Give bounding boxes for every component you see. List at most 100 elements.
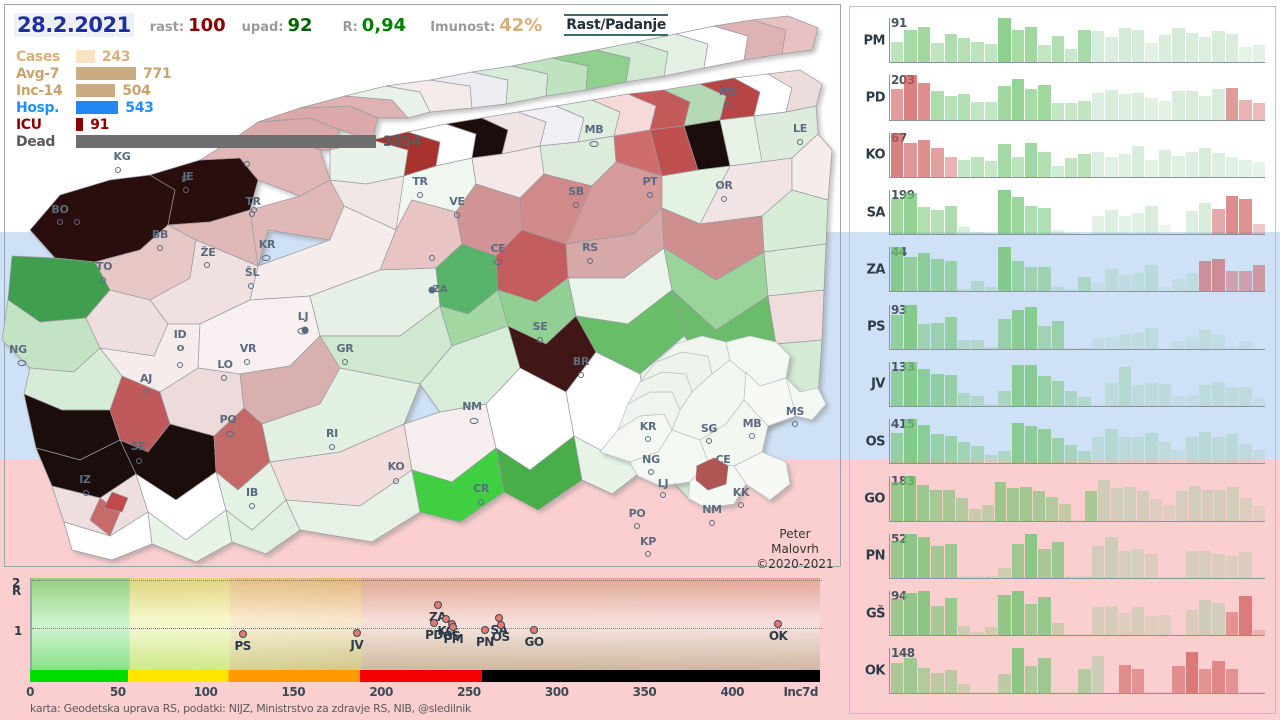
region-bar-plot bbox=[889, 476, 1266, 522]
region-bar bbox=[1225, 433, 1239, 464]
region-bar bbox=[917, 591, 931, 636]
region-bar bbox=[1098, 480, 1110, 521]
svg-text:BO: BO bbox=[51, 203, 68, 216]
region-bar bbox=[971, 692, 984, 693]
region-bar bbox=[1198, 432, 1212, 464]
regional-chart-row[interactable]: KO67 bbox=[853, 131, 1265, 178]
region-bar bbox=[1051, 166, 1065, 177]
scatter-panel: 2 R 1 PS JV ZA PD KO GŠ PM PN SA OS GO OK 0 50 100 150… bbox=[4, 570, 841, 716]
region-bar bbox=[904, 533, 917, 578]
region-bar bbox=[1118, 367, 1132, 407]
rast-label: rast: bbox=[149, 19, 185, 35]
regional-chart-row[interactable]: SA 199 bbox=[853, 188, 1265, 236]
regional-chart-row[interactable]: OK 148 bbox=[853, 646, 1265, 694]
scatter-point[interactable]: ZA bbox=[429, 601, 447, 624]
region-bar bbox=[1118, 275, 1132, 292]
region-bar bbox=[984, 346, 998, 349]
region-bar bbox=[1252, 224, 1265, 235]
scatter-point[interactable]: JV bbox=[350, 629, 364, 652]
region-bar bbox=[1225, 668, 1239, 693]
region-bar bbox=[1225, 346, 1239, 349]
region-bar bbox=[942, 490, 955, 521]
region-bar bbox=[1065, 444, 1078, 464]
region-bar bbox=[1059, 503, 1072, 521]
svg-text:ŠL: ŠL bbox=[245, 266, 260, 279]
region-bar bbox=[971, 446, 984, 464]
regional-chart-row[interactable]: GO183 bbox=[853, 474, 1266, 522]
region-bar bbox=[1132, 384, 1145, 407]
scatter-point[interactable]: GO bbox=[525, 625, 544, 649]
region-bar bbox=[957, 159, 971, 177]
region-bar bbox=[1145, 383, 1158, 407]
region-bar bbox=[1091, 93, 1105, 120]
scatter-point[interactable]: PN bbox=[476, 625, 494, 649]
region-bar bbox=[971, 281, 984, 292]
region-bar bbox=[1024, 426, 1038, 464]
region-bar bbox=[1132, 668, 1145, 693]
region-bar bbox=[998, 594, 1011, 636]
region-bar bbox=[1091, 607, 1105, 636]
region-bar bbox=[957, 683, 971, 693]
scatter-point[interactable]: OK bbox=[769, 620, 788, 643]
slovenia-choropleth-map[interactable]: KG JE TR BO BB ŽE KR TO ŠL LJ NG ID VR L… bbox=[0, 0, 845, 570]
regional-chart-row[interactable]: GŠ 94 bbox=[853, 589, 1265, 637]
region-bar bbox=[1078, 669, 1091, 693]
scatter-point[interactable]: OS bbox=[492, 621, 510, 644]
regional-chart-row[interactable]: PD 203 bbox=[853, 73, 1265, 121]
rast-padanje-toggle[interactable]: Rast/Padanje bbox=[564, 14, 669, 36]
region-bar bbox=[1185, 550, 1198, 578]
region-bar bbox=[984, 404, 998, 407]
scatter-point[interactable]: PS bbox=[234, 629, 251, 653]
x-axis-tick: 350 bbox=[632, 685, 657, 699]
region-bar bbox=[1253, 506, 1266, 521]
svg-text:NM: NM bbox=[702, 503, 722, 516]
regional-chart-row[interactable]: PS 93 bbox=[853, 303, 1265, 350]
svg-text:TO: TO bbox=[96, 260, 112, 273]
region-code-label: PD bbox=[865, 90, 886, 106]
regional-chart-row[interactable]: PN 52 bbox=[853, 532, 1265, 579]
regional-chart-row[interactable]: OS 415 bbox=[853, 417, 1265, 465]
region-bar bbox=[1033, 491, 1046, 521]
region-bar bbox=[1024, 27, 1038, 63]
svg-text:IB: IB bbox=[246, 486, 258, 499]
region-bar bbox=[1158, 101, 1172, 120]
region-bar bbox=[891, 598, 904, 636]
imunost-value: 42% bbox=[499, 14, 543, 36]
region-code-label: GŠ bbox=[865, 606, 886, 622]
regional-chart-row[interactable]: ZA44 bbox=[853, 245, 1265, 293]
region-bar bbox=[998, 189, 1011, 235]
scatter-point[interactable]: PD bbox=[425, 619, 443, 642]
region-bar bbox=[1038, 429, 1051, 464]
region-bar bbox=[957, 227, 971, 235]
region-bar bbox=[944, 157, 957, 177]
scatter-point-dot bbox=[774, 620, 783, 629]
stat-bar bbox=[76, 84, 116, 97]
region-bar bbox=[1024, 206, 1038, 235]
stat-name: Inc-14 bbox=[16, 82, 63, 99]
scatter-plot-area[interactable]: PS JV ZA PD KO GŠ PM PN SA OS GO OK bbox=[30, 578, 822, 670]
region-bar bbox=[1212, 209, 1225, 235]
stat-bar bbox=[76, 135, 376, 148]
region-bar bbox=[1118, 612, 1132, 636]
region-bar bbox=[1065, 289, 1078, 292]
region-bar bbox=[998, 85, 1011, 120]
regional-chart-row[interactable]: JV 133 bbox=[853, 360, 1265, 408]
svg-text:SG: SG bbox=[701, 422, 718, 435]
region-bar bbox=[1212, 259, 1225, 292]
svg-text:TR: TR bbox=[245, 195, 261, 208]
regional-chart-row[interactable]: PM 91 bbox=[853, 16, 1265, 64]
region-bar bbox=[1110, 487, 1123, 521]
region-bar bbox=[1105, 269, 1118, 292]
top-grid-line bbox=[32, 580, 822, 581]
region-bar bbox=[917, 424, 931, 464]
region-bar bbox=[1145, 327, 1158, 349]
scatter-point[interactable]: PM bbox=[443, 623, 464, 646]
region-bar bbox=[1212, 554, 1225, 578]
svg-text:MS: MS bbox=[786, 405, 805, 418]
region-bar bbox=[904, 257, 917, 292]
region-bar bbox=[891, 315, 904, 349]
stat-bar bbox=[76, 101, 119, 114]
region-bar bbox=[1172, 91, 1185, 120]
svg-text:MB: MB bbox=[585, 123, 604, 136]
region-bar bbox=[1198, 36, 1212, 63]
